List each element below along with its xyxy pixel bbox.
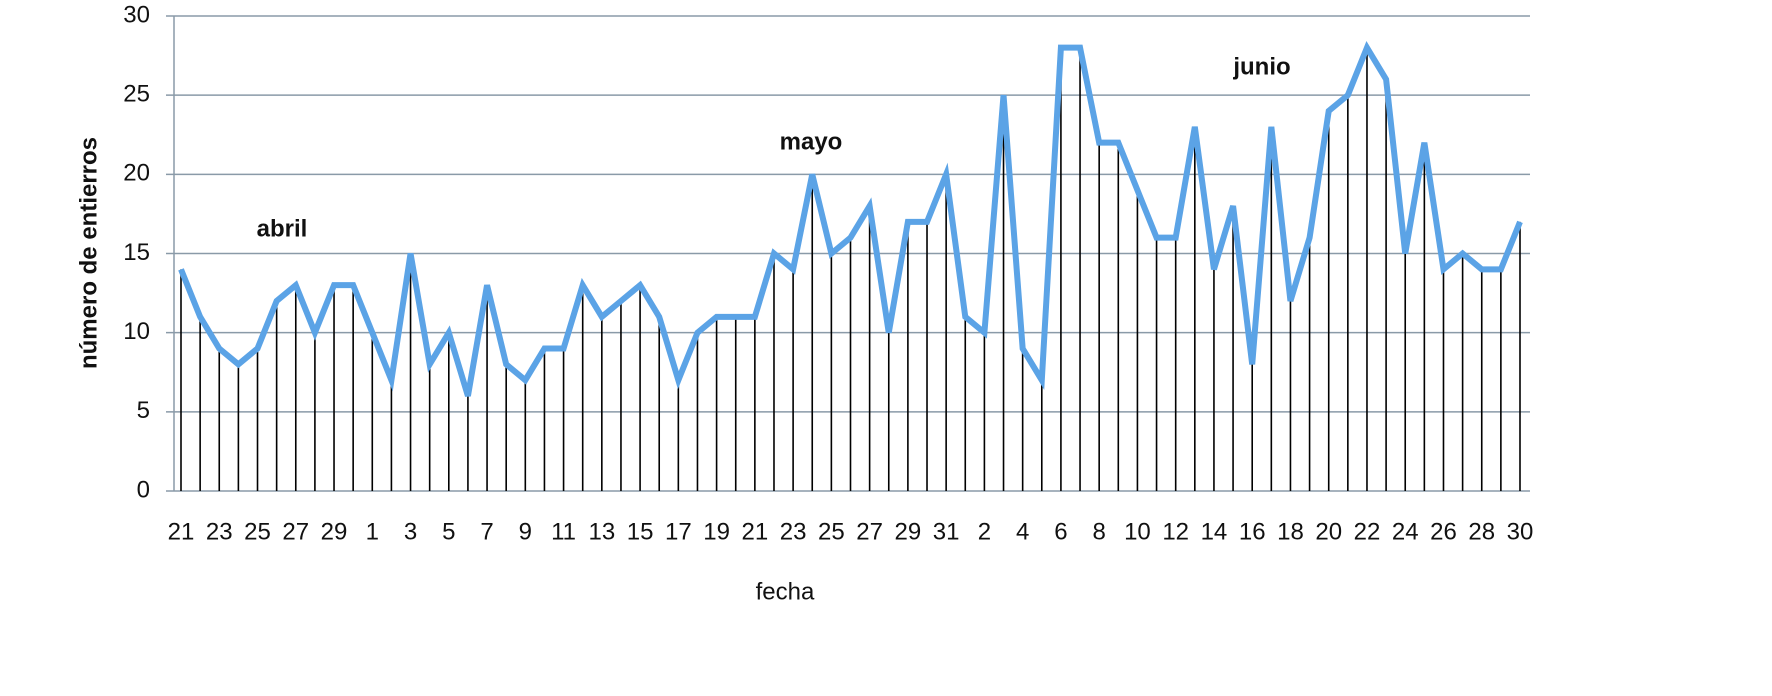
- x-tick-label: 25: [244, 518, 271, 545]
- x-tick-label: 27: [282, 518, 309, 545]
- x-tick-label: 29: [321, 518, 348, 545]
- y-axis-label: número de entierros: [75, 137, 102, 369]
- x-tick-label: 21: [742, 518, 769, 545]
- x-tick-label: 16: [1239, 518, 1266, 545]
- x-tick-label: 8: [1092, 518, 1105, 545]
- x-tick-label: 30: [1507, 518, 1534, 545]
- annotation: mayo: [780, 128, 843, 155]
- x-tick-label: 19: [703, 518, 730, 545]
- x-tick-label: 25: [818, 518, 845, 545]
- x-tick-label: 14: [1201, 518, 1228, 545]
- x-tick-label: 6: [1054, 518, 1067, 545]
- x-tick-label: 7: [480, 518, 493, 545]
- x-tick-label: 9: [519, 518, 532, 545]
- x-tick-label: 26: [1430, 518, 1457, 545]
- y-tick-label: 10: [123, 318, 150, 345]
- annotation: abril: [257, 215, 308, 242]
- x-tick-label: 18: [1277, 518, 1304, 545]
- x-tick-label: 27: [856, 518, 883, 545]
- x-tick-label: 20: [1315, 518, 1342, 545]
- x-tick-label: 24: [1392, 518, 1419, 545]
- y-tick-label: 5: [137, 397, 150, 424]
- x-tick-label: 3: [404, 518, 417, 545]
- x-tick-label: 22: [1354, 518, 1381, 545]
- x-tick-label: 17: [665, 518, 692, 545]
- series-line: [178, 40, 1523, 397]
- x-tick-label: 15: [627, 518, 654, 545]
- y-tick-label: 20: [123, 160, 150, 187]
- x-axis-label: fecha: [756, 578, 815, 605]
- x-tick-label: 1: [366, 518, 379, 545]
- y-tick-label: 25: [123, 81, 150, 108]
- x-tick-label: 11: [551, 518, 576, 545]
- x-tick-label: 13: [588, 518, 615, 545]
- x-tick-label: 23: [206, 518, 233, 545]
- x-tick-label: 28: [1468, 518, 1495, 545]
- annotation: junio: [1232, 53, 1290, 80]
- y-tick-label: 0: [137, 476, 150, 503]
- x-tick-label: 12: [1162, 518, 1189, 545]
- x-tick-label: 5: [442, 518, 455, 545]
- y-tick-label: 30: [123, 1, 150, 28]
- y-tick-label: 15: [123, 239, 150, 266]
- x-tick-label: 4: [1016, 518, 1029, 545]
- x-tick-label: 10: [1124, 518, 1151, 545]
- x-tick-label: 21: [168, 518, 195, 545]
- x-tick-label: 2: [978, 518, 991, 545]
- x-tick-label: 23: [780, 518, 807, 545]
- x-tick-label: 31: [933, 518, 960, 545]
- x-tick-label: 29: [895, 518, 922, 545]
